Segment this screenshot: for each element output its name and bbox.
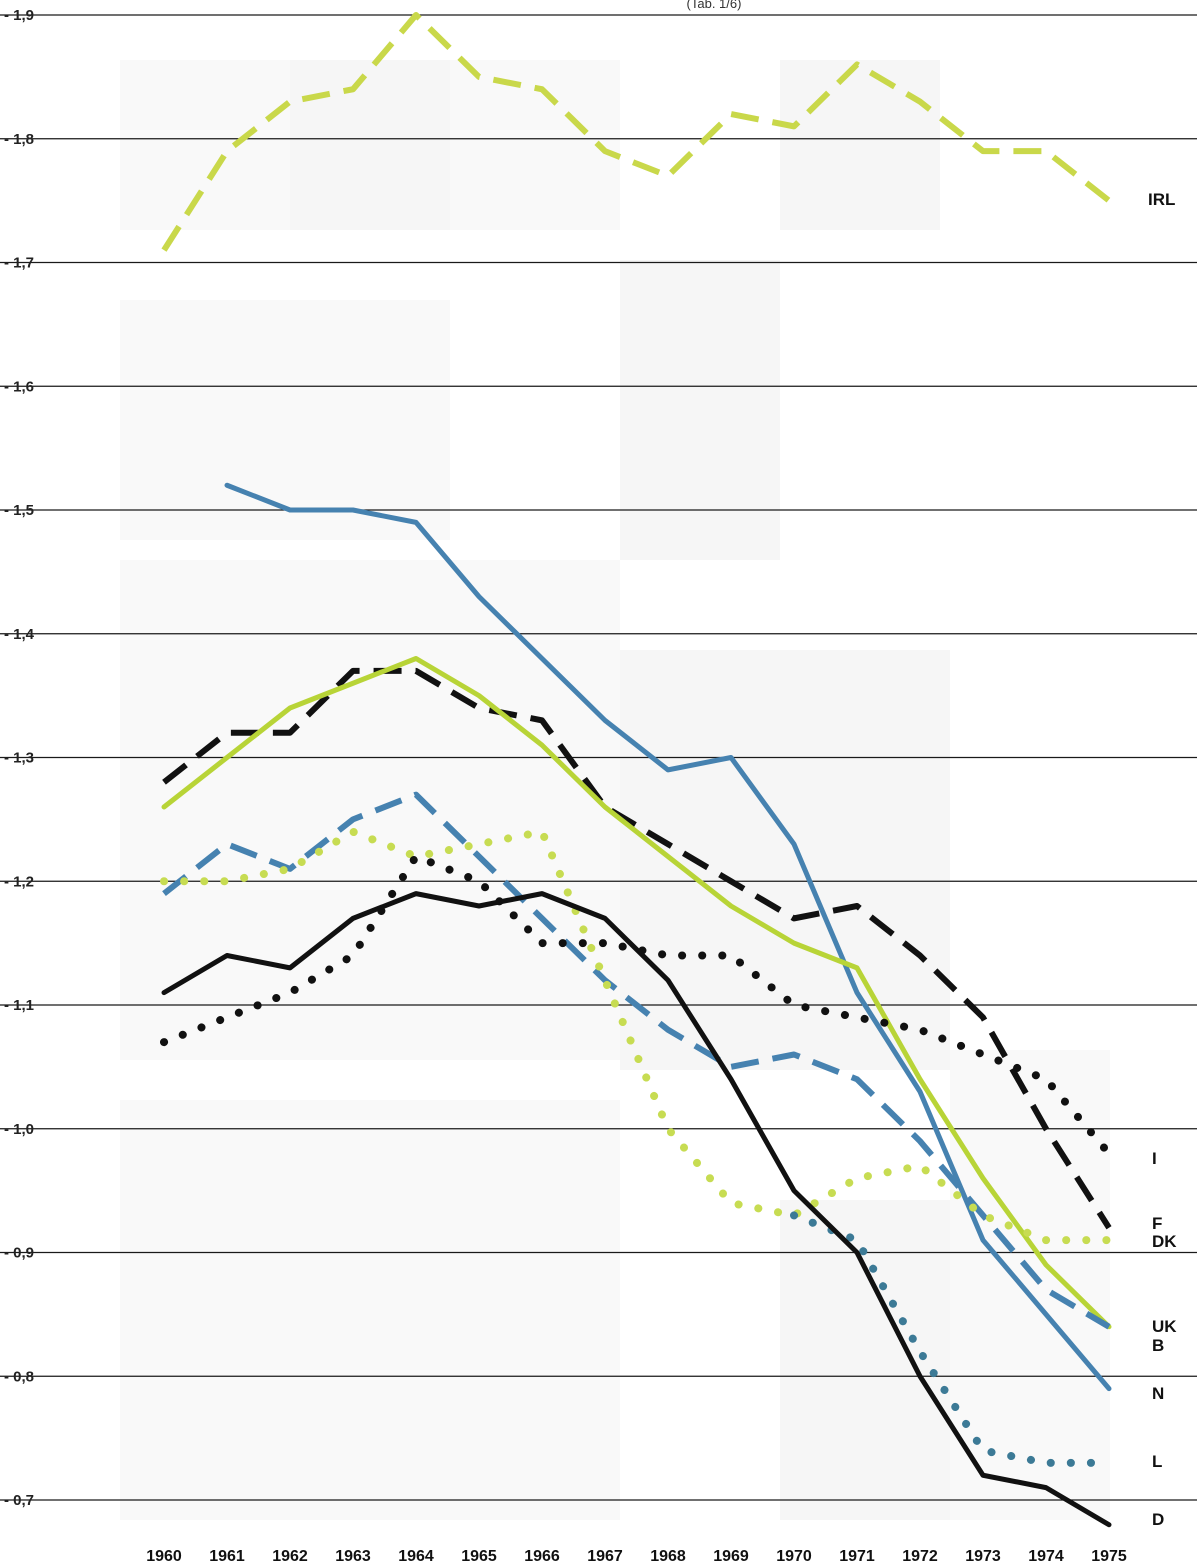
- x-tick-label: 1966: [524, 1548, 560, 1565]
- y-tick-label: - 1,0: [4, 1121, 34, 1138]
- background-block: [620, 260, 780, 560]
- x-axis: 1960 1961 1962 1963 1964 1965 1966 1967 1968 1969…: [146, 1548, 1127, 1565]
- series-label-i: I: [1152, 1149, 1157, 1168]
- background-block: [120, 300, 450, 540]
- x-tick-label: 1973: [965, 1548, 1001, 1565]
- series-lines: [160, 12, 1113, 1528]
- x-tick-label: 1967: [587, 1548, 623, 1565]
- x-tick-label: 1970: [776, 1548, 812, 1565]
- y-axis: - 1,9 - 1,8 - 1,7 - 1,6 - 1,5 - 1,4 - 1,3 - 1,2…: [4, 7, 35, 1509]
- x-tick-label: 1971: [839, 1548, 875, 1565]
- series-line-dk: [160, 827, 1113, 1245]
- series-line-n: [224, 482, 1112, 1392]
- series-line-l: [790, 1211, 1113, 1467]
- series-label-dk: DK: [1152, 1232, 1177, 1251]
- background-block: [950, 1050, 1110, 1520]
- series-line-uk: [161, 656, 1112, 1330]
- series-label-irl: IRL: [1148, 190, 1175, 209]
- y-tick-label: - 1,5: [4, 502, 34, 519]
- x-tick-label: 1965: [461, 1548, 497, 1565]
- y-tick-label: - 1,6: [4, 378, 34, 395]
- series-label-f: F: [1152, 1214, 1162, 1233]
- series-line-f: [162, 667, 1112, 1230]
- series-label-n: N: [1152, 1384, 1164, 1403]
- x-tick-label: 1968: [650, 1548, 686, 1565]
- x-tick-label: 1969: [713, 1548, 749, 1565]
- background-block: [120, 560, 620, 1060]
- background-block: [120, 1100, 620, 1520]
- series-line-irl: [161, 12, 1111, 252]
- y-tick-label: - 0,8: [4, 1368, 34, 1385]
- x-tick-label: 1964: [398, 1548, 434, 1565]
- y-tick-label: - 1,3: [4, 750, 34, 767]
- x-tick-label: 1960: [146, 1548, 182, 1565]
- grid-lines: [0, 14, 1197, 1501]
- x-tick-label: 1963: [335, 1548, 371, 1565]
- series-line-d: [161, 891, 1112, 1528]
- y-tick-label: - 1,2: [4, 873, 34, 890]
- series-label-uk: UK: [1152, 1317, 1177, 1336]
- background-block: [780, 60, 940, 230]
- background-block: [120, 60, 290, 230]
- background-block: [290, 60, 450, 230]
- series-labels: IRL N F UKB DK I L D: [1148, 190, 1177, 1529]
- x-tick-label: 1961: [209, 1548, 245, 1565]
- chart-caption: (Tab. 1/6): [687, 0, 742, 11]
- series-label-d: D: [1152, 1510, 1164, 1529]
- y-tick-label: - 1,4: [4, 626, 35, 643]
- y-tick-label: - 1,1: [4, 997, 34, 1014]
- x-tick-label: 1972: [902, 1548, 938, 1565]
- series-line-b: [162, 791, 1111, 1330]
- y-tick-label: - 1,9: [4, 7, 34, 24]
- x-tick-label: 1975: [1091, 1548, 1127, 1565]
- x-tick-label: 1974: [1028, 1548, 1064, 1565]
- y-tick-label: - 0,9: [4, 1245, 34, 1262]
- y-tick-label: - 1,7: [4, 255, 34, 272]
- background-texture: [120, 60, 1110, 1520]
- series-label-l: L: [1152, 1452, 1162, 1471]
- x-tick-label: 1962: [272, 1548, 308, 1565]
- series-label-b: B: [1152, 1336, 1164, 1355]
- y-tick-label: - 0,7: [4, 1492, 34, 1509]
- y-tick-label: - 1,8: [4, 131, 34, 148]
